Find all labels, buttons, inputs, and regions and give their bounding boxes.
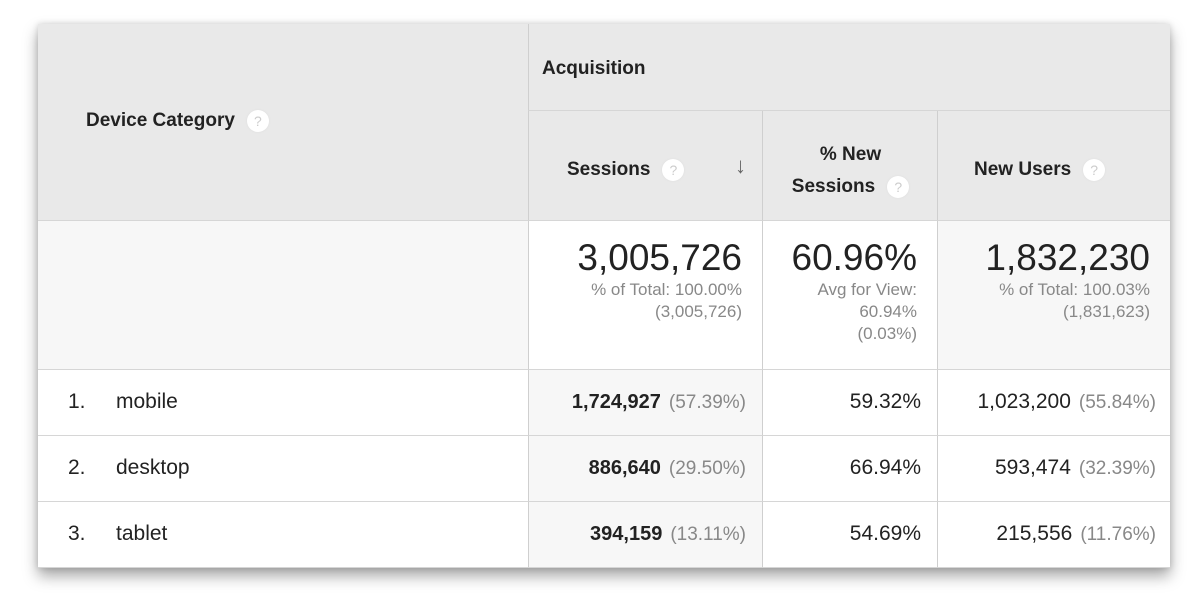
device-cell: 3. tablet [38,502,528,568]
new-sessions-header-line2: Sessions [791,176,876,197]
row-index: 1. [68,390,86,413]
new-users-cell: 593,474 (32.39%) [937,436,1170,502]
dimension-header-label: Device Category [86,110,235,132]
new-users-header[interactable]: New Users? [937,111,1170,221]
avg-for-view-value: 60.94% [859,302,917,321]
sessions-pct: (29.50%) [668,458,746,479]
summary-label-cell [38,221,528,370]
sessions-header[interactable]: Sessions? ↓ [528,111,762,221]
new-users-total-view: (1,831,623) [1063,302,1150,321]
new-users-pct: (55.84%) [1078,392,1156,413]
device-link[interactable]: mobile [116,390,178,413]
sessions-pct-total: % of Total: 100.00% [591,280,742,299]
sessions-value: 394,159 [590,523,663,545]
new-sessions-value: 66.94% [849,456,921,479]
new-sessions-cell: 66.94% [762,436,937,502]
sessions-cell: 394,159 (13.11%) [528,502,762,568]
new-users-cell: 215,556 (11.76%) [937,502,1170,568]
new-users-value: 215,556 [996,522,1073,545]
device-link[interactable]: tablet [116,522,168,545]
total-sessions: 3,005,726 [577,237,742,278]
device-cell: 2. desktop [38,436,528,502]
sessions-pct: (57.39%) [668,392,746,413]
new-sessions-value: 54.69% [849,522,921,545]
summary-new-sessions: 60.96% Avg for View: 60.94% (0.03%) [762,221,937,370]
new-sessions-header-line1: % New [819,144,882,165]
acquisition-group-header: Acquisition [528,24,1170,111]
sessions-total-view: (3,005,726) [655,302,742,321]
help-icon[interactable]: ? [662,159,685,181]
new-sessions-header[interactable]: % New Sessions? [762,111,937,221]
sort-descending-arrow-icon[interactable]: ↓ [735,153,746,178]
new-users-pct: (32.39%) [1078,458,1156,479]
new-users-value: 1,023,200 [977,390,1071,413]
sessions-header-label: Sessions [567,159,651,181]
sessions-value: 1,724,927 [571,391,661,413]
dimension-header[interactable]: Device Category? [38,24,528,221]
summary-new-users: 1,832,230 % of Total: 100.03% (1,831,623… [937,221,1170,370]
help-icon[interactable]: ? [887,175,910,198]
sessions-cell: 1,724,927 (57.39%) [528,370,762,436]
avg-for-view-diff: (0.03%) [857,324,917,343]
new-sessions-cell: 59.32% [762,370,937,436]
help-icon[interactable]: ? [1083,159,1106,181]
new-sessions-value: 59.32% [849,390,921,413]
total-new-users: 1,832,230 [985,237,1150,278]
summary-sessions: 3,005,726 % of Total: 100.00% (3,005,726… [528,221,762,370]
avg-for-view-label: Avg for View: [817,280,917,299]
acquisition-label: Acquisition [542,58,646,79]
sessions-value: 886,640 [588,457,661,479]
new-users-value: 593,474 [994,456,1071,479]
new-users-cell: 1,023,200 (55.84%) [937,370,1170,436]
sessions-cell: 886,640 (29.50%) [528,436,762,502]
device-link[interactable]: desktop [116,456,190,479]
row-index: 3. [68,522,86,545]
device-cell: 1. mobile [38,370,528,436]
sessions-pct: (13.11%) [670,524,746,545]
device-category-table: Device Category? Acquisition Sessions? ↓… [38,24,1170,568]
row-index: 2. [68,456,86,479]
avg-new-sessions: 60.96% [791,237,918,278]
help-icon[interactable]: ? [246,110,269,132]
new-users-pct: (11.76%) [1080,524,1156,545]
new-sessions-cell: 54.69% [762,502,937,568]
new-users-pct-total: % of Total: 100.03% [999,280,1150,299]
new-users-header-label: New Users [974,159,1072,181]
